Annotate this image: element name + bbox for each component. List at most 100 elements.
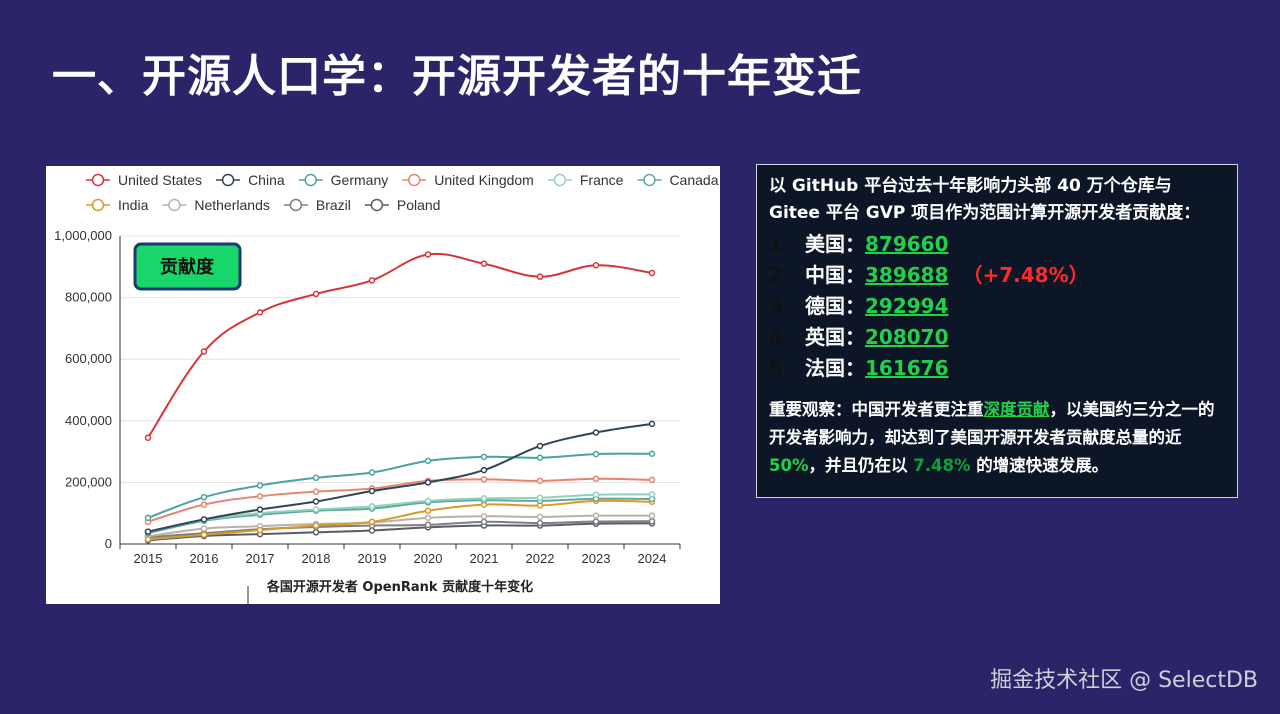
rank-country: 英国： [805,325,865,349]
data-point [424,457,432,465]
line-chart: United States China Germany United Kingdom F… [54,172,719,604]
data-point [480,518,488,526]
x-tick-label: 2018 [302,551,331,566]
legend-swatch-icon [643,173,656,187]
data-point [256,526,264,534]
rank-item: 2. 中国： 389688 （+7.48%） [769,260,1225,291]
legend-swatch-icon [370,198,384,212]
watermark: 掘金技术社区 @ SelectDB [990,668,1258,693]
legend-item[interactable]: United States [86,172,202,188]
series-line [147,499,653,541]
legend-label: United Kingdom [434,172,534,188]
data-point [256,482,264,489]
y-tick-label: 0 [105,536,112,551]
legend-item[interactable]: France [547,172,624,188]
observation-lead: 重要观察：中国开发者更注重 [769,400,984,419]
info-intro: 以 GitHub 平台过去十年影响力头部 40 万个仓库与 Gitee 平台 G… [769,176,1201,223]
x-tick-label: 2023 [582,551,611,566]
series-line [147,522,653,542]
y-tick-label: 200,000 [65,474,112,489]
y-axis: 0 200,000 400,000 600,000 800,000 1,000,000 [54,228,121,551]
legend-swatch-icon [168,198,181,212]
observation-text: 重要观察：中国开发者更注重深度贡献，以美国约三分之一的开发者影响力，却达到了美国… [769,396,1225,480]
legend-label: France [580,172,624,188]
data-point [368,277,376,284]
legend-item[interactable]: Poland [364,197,441,213]
chart-panel: United States China Germany United Kingdom F… [46,166,720,604]
legend-swatch-icon [91,173,105,187]
series-china [144,420,656,535]
rank-country: 中国： [805,263,865,287]
rank-number: 2. [769,263,791,287]
series-line [147,514,653,538]
observation-mid: ，以美国约三分之一的开发者影响力，却达到了美国开源开发者贡献度总量的近 [769,400,1215,447]
data-point [256,309,264,316]
legend-item[interactable]: Germany [298,172,389,188]
rank-country: 法国： [805,356,865,380]
series-line [147,493,653,533]
chart-series [144,251,656,544]
data-point [592,450,600,458]
data-point [536,273,544,280]
data-point [312,522,320,529]
rank-number: 3. [769,294,791,318]
data-point [200,501,208,508]
info-box: 以 GitHub 平台过去十年影响力头部 40 万个仓库与 Gitee 平台 G… [756,164,1238,498]
rank-country: 美国： [805,232,865,256]
data-point [592,518,600,525]
series-line [147,497,653,535]
deep-contribution-link[interactable]: 深度贡献 [983,400,1050,419]
data-point [592,491,600,498]
data-point [536,477,544,485]
chart-caption: 各国开源开发者 OpenRank 贡献度十年变化 [266,579,533,595]
legend-swatch-icon [553,173,567,187]
legend-item[interactable]: Brazil [283,197,351,213]
rank-value: 292994 [865,294,949,318]
data-point [256,493,264,500]
data-point [368,518,376,526]
x-tick-label: 2015 [134,551,163,566]
legend-item[interactable]: China [216,172,285,188]
legend-item[interactable]: United Kingdom [402,172,534,188]
data-point [144,528,152,535]
legend-label: Germany [331,172,389,188]
observation-rate: 7.48% [913,456,971,475]
data-point [592,429,600,436]
observation-percent: 50% [769,456,809,475]
data-point [480,495,488,502]
legend-swatch-icon [407,173,421,187]
data-point [536,442,544,450]
series-germany [144,450,656,522]
x-tick-label: 2019 [358,551,387,566]
data-point [536,513,544,521]
data-point [200,531,208,539]
legend-item[interactable]: Netherlands [162,197,270,213]
rank-value: 161676 [865,356,949,380]
rank-item: 4. 英国： 208070 [769,322,1225,353]
chart-gridlines [120,235,680,483]
data-point [312,529,320,536]
rank-item: 1. 美国： 879660 [769,229,1225,260]
data-point [648,420,656,428]
x-axis: 2015 2016 2017 2018 2019 2020 2021 2022 2023 2024 [119,543,681,566]
series-line [147,422,653,533]
data-point [144,434,152,441]
legend-item[interactable]: Canada [637,172,719,188]
rank-number: 1. [769,232,791,256]
data-point [368,503,376,510]
rank-item: 5. 法国： 161676 [769,353,1225,384]
rank-item: 3. 德国： 292994 [769,291,1225,322]
data-point [368,469,376,476]
legend-label: United States [118,172,202,188]
data-point [312,498,320,505]
legend-swatch-icon [221,173,235,187]
data-point [424,251,432,258]
legend-item[interactable]: India [86,197,149,213]
x-tick-label: 2016 [190,551,219,566]
data-point [480,513,488,520]
x-tick-label: 2021 [470,551,499,566]
data-point [648,491,656,498]
data-point [312,488,320,495]
series-line [147,452,653,519]
rank-value: 879660 [865,232,949,256]
